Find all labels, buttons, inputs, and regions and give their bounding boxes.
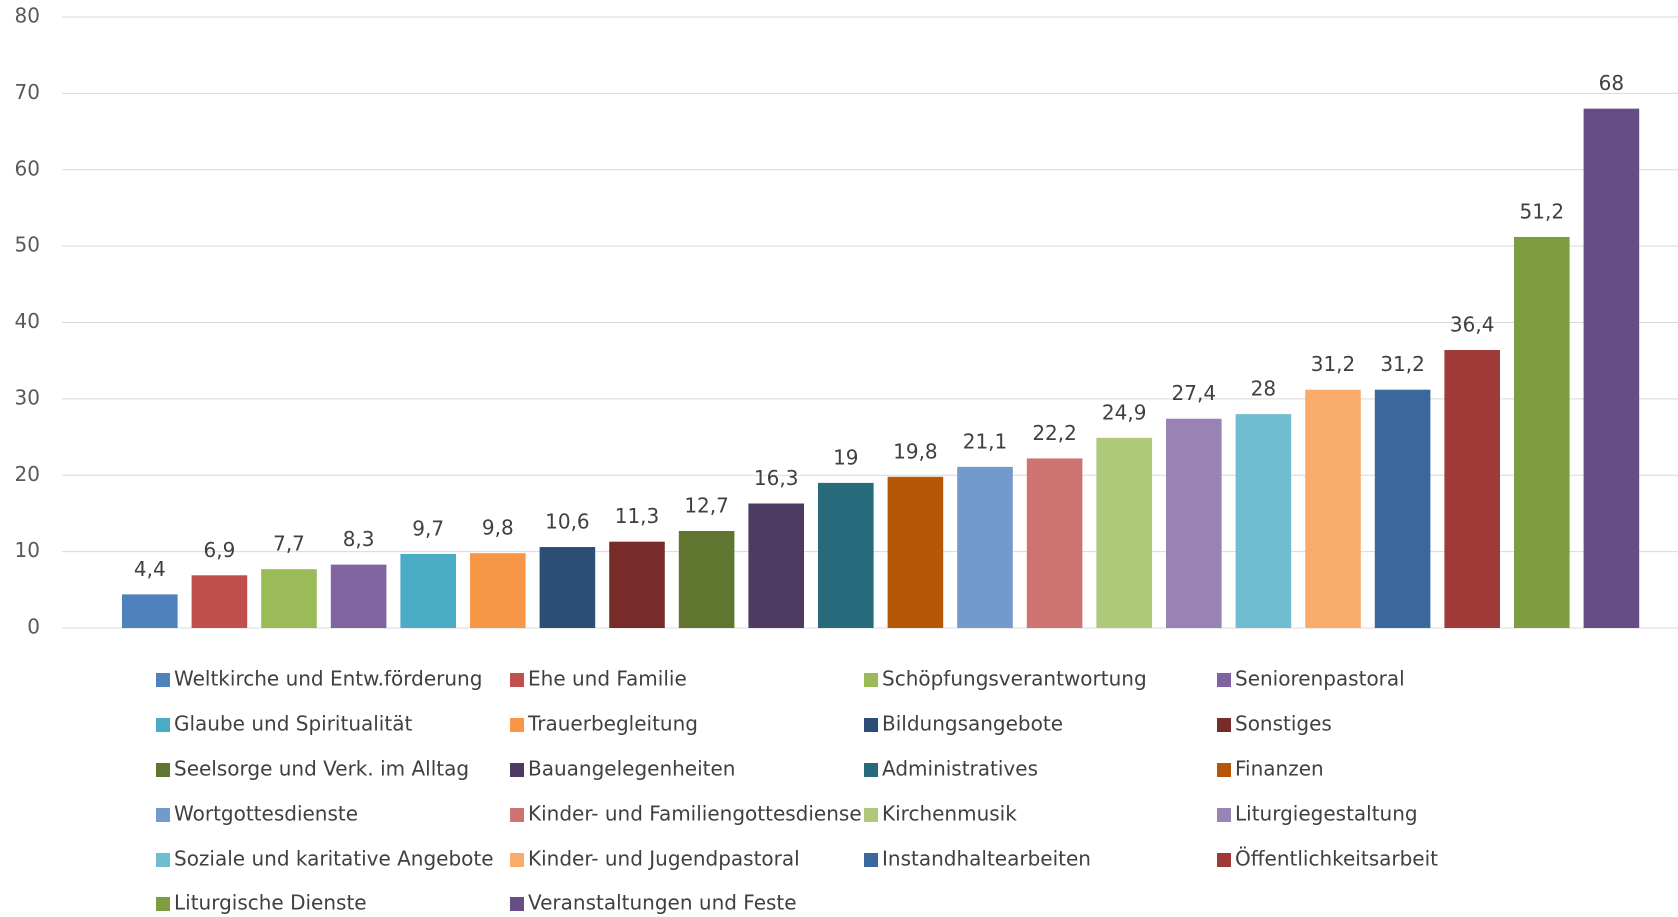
legend-label: Instandhaltearbeiten	[882, 847, 1091, 871]
legend-swatch	[864, 763, 878, 777]
y-tick-label: 70	[15, 80, 40, 104]
legend-swatch	[1217, 718, 1231, 732]
bar	[400, 553, 456, 628]
legend-swatch	[864, 853, 878, 867]
y-tick-label: 30	[15, 385, 40, 409]
legend-label: Veranstaltungen und Feste	[528, 891, 797, 915]
data-label: 16,3	[754, 466, 799, 490]
legend-label: Kinder- und Jugendpastoral	[528, 847, 800, 871]
legend-swatch	[1217, 763, 1231, 777]
data-label: 31,2	[1380, 352, 1425, 376]
legend-label: Glaube und Spiritualität	[174, 712, 412, 736]
legend-swatch	[510, 763, 524, 777]
bar	[1444, 349, 1500, 628]
legend-label: Liturgiegestaltung	[1235, 802, 1418, 826]
data-label: 27,4	[1172, 381, 1217, 405]
legend-swatch	[864, 718, 878, 732]
data-label: 10,6	[545, 510, 590, 534]
data-label: 24,9	[1102, 400, 1147, 424]
data-label: 19	[833, 445, 858, 469]
bar	[1166, 418, 1222, 628]
y-tick-label: 60	[15, 156, 40, 180]
legend-swatch	[510, 853, 524, 867]
legend-label: Kinder- und Familiengottesdiense	[528, 802, 862, 826]
bar	[539, 547, 596, 628]
y-tick-label: 20	[15, 462, 40, 486]
legend-swatch	[864, 673, 878, 687]
legend-swatch	[510, 718, 524, 732]
bar	[1514, 236, 1570, 628]
data-label: 36,4	[1450, 312, 1495, 336]
bar	[678, 531, 735, 628]
legend-label: Liturgische Dienste	[174, 891, 367, 915]
legend-label: Wortgottesdienste	[174, 802, 358, 826]
legend-label: Seniorenpastoral	[1235, 667, 1405, 691]
bar	[1374, 389, 1431, 628]
bar	[122, 594, 178, 628]
legend-label: Administratives	[882, 757, 1038, 781]
data-label: 9,7	[412, 516, 444, 540]
data-label: 9,8	[482, 516, 514, 540]
y-tick-label: 40	[15, 309, 40, 333]
data-label: 28	[1251, 377, 1276, 401]
legend-label: Soziale und karitative Angebote	[174, 847, 494, 871]
legend-label: Öffentlichkeitsarbeit	[1235, 847, 1438, 871]
bar	[1026, 458, 1083, 628]
legend-swatch	[156, 718, 170, 732]
bar	[1583, 108, 1640, 628]
legend-label: Kirchenmusik	[882, 802, 1017, 826]
data-label: 31,2	[1311, 352, 1356, 376]
bar	[1235, 414, 1292, 628]
legend-swatch	[1217, 808, 1231, 822]
bar	[818, 482, 874, 628]
data-label: 11,3	[615, 504, 660, 528]
bar	[957, 466, 1013, 628]
y-tick-label: 50	[15, 233, 40, 257]
legend-swatch	[156, 673, 170, 687]
data-label: 19,8	[893, 439, 938, 463]
legend-swatch	[156, 897, 170, 911]
bar	[261, 569, 317, 628]
legend-swatch	[156, 763, 170, 777]
data-label: 7,7	[273, 532, 305, 556]
data-label: 51,2	[1520, 199, 1565, 223]
bar	[191, 575, 248, 628]
legend-swatch	[510, 808, 524, 822]
y-tick-label: 10	[15, 538, 40, 562]
data-label: 21,1	[963, 429, 1008, 453]
data-label: 6,9	[203, 538, 235, 562]
legend-label: Trauerbegleitung	[527, 712, 698, 736]
legend-label: Weltkirche und Entw.förderung	[174, 667, 482, 691]
legend-swatch	[510, 673, 524, 687]
data-label: 22,2	[1032, 421, 1077, 445]
legend-label: Sonstiges	[1235, 712, 1332, 736]
legend-label: Seelsorge und Verk. im Alltag	[174, 757, 469, 781]
y-tick-label: 0	[27, 615, 40, 639]
legend-label: Bildungsangebote	[882, 712, 1063, 736]
legend-swatch	[510, 897, 524, 911]
bar	[1305, 389, 1361, 628]
data-label: 12,7	[684, 494, 729, 518]
legend-label: Schöpfungsverantwortung	[882, 667, 1147, 691]
legend-swatch	[156, 853, 170, 867]
legend-label: Bauangelegenheiten	[528, 757, 735, 781]
legend-swatch	[156, 808, 170, 822]
data-label: 68	[1599, 71, 1624, 95]
bar	[1096, 437, 1152, 628]
bar	[609, 541, 665, 628]
data-label: 8,3	[343, 527, 375, 551]
legend-label: Ehe und Familie	[528, 667, 687, 691]
bar	[887, 476, 944, 628]
bar	[748, 503, 804, 628]
y-tick-label: 80	[15, 4, 40, 28]
data-label: 4,4	[134, 557, 166, 581]
legend-swatch	[864, 808, 878, 822]
legend-swatch	[1217, 673, 1231, 687]
bar	[330, 564, 387, 628]
bar	[470, 553, 526, 628]
legend-swatch	[1217, 853, 1231, 867]
legend-label: Finanzen	[1235, 757, 1324, 781]
